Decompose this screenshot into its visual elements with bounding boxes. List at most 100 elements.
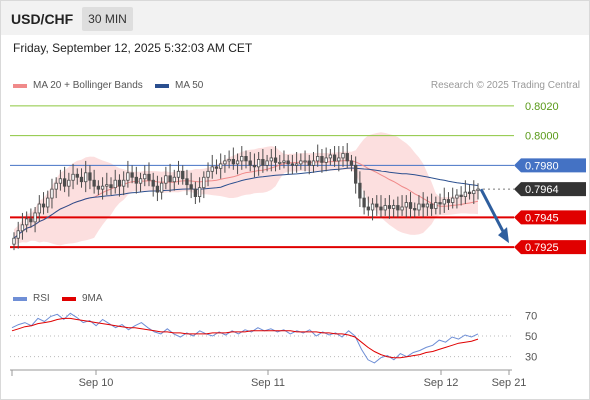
rsi-swatch: [13, 296, 27, 301]
timeframe-button[interactable]: 30 MIN: [82, 7, 133, 31]
rsi-tick-50: 50: [525, 331, 537, 343]
candle-body: [75, 173, 79, 178]
bollinger-band: [14, 132, 478, 248]
candle-body: [164, 175, 168, 184]
candle-body: [16, 230, 20, 239]
candle-body: [332, 154, 337, 162]
candle-body: [25, 218, 29, 226]
candle-body: [96, 185, 101, 190]
candle-body: [143, 173, 147, 180]
candle-body: [404, 202, 408, 208]
candle-body: [303, 160, 307, 163]
candle-body: [421, 203, 425, 208]
candle-body: [185, 178, 189, 186]
forecast-arrow-head: [498, 227, 509, 244]
candle-body: [138, 178, 143, 184]
level-tag-bg: [514, 182, 586, 197]
candle-body: [396, 205, 400, 211]
candle-body: [294, 163, 299, 166]
candle-body: [219, 163, 223, 169]
candle-body: [375, 203, 379, 208]
candle-body: [408, 202, 413, 209]
candle-body: [235, 160, 240, 165]
candle-body: [176, 170, 181, 178]
x-tick-label-Sep-11: Sep 11: [251, 377, 285, 389]
candle-body: [257, 159, 261, 168]
candle-body: [472, 190, 476, 195]
candle-body: [189, 184, 193, 190]
level-tag-0.7925: 0.7925: [514, 240, 586, 255]
candle-body: [151, 179, 155, 187]
level-tag-0.7964: 0.7964: [514, 182, 586, 197]
timestamp: Friday, September 12, 2025 5:32:03 AM CE…: [13, 41, 253, 55]
chart-header: USD/CHF 30 MIN: [1, 1, 589, 35]
level-label-0.8020: 0.8020: [525, 101, 559, 113]
candle-body: [269, 157, 273, 162]
credit-text: Research © 2025 Trading Central: [430, 80, 580, 91]
candle-body: [265, 160, 269, 166]
rsi-tick-30: 30: [525, 352, 537, 364]
candle-body: [223, 160, 227, 165]
candle-body: [324, 157, 328, 163]
candle-body: [168, 175, 172, 183]
candle-body: [155, 185, 160, 193]
x-tick-label-Sep-12: Sep 12: [424, 377, 459, 389]
ma9-swatch: [62, 296, 76, 301]
level-label-0.7964: 0.7964: [525, 184, 559, 196]
candle-body: [227, 159, 231, 162]
ma50-swatch: [155, 83, 169, 88]
level-tag-bg: [514, 210, 586, 225]
legend-ma50-label: MA 50: [175, 80, 204, 91]
candle-body: [438, 202, 442, 205]
candle-body: [240, 156, 244, 162]
candle-body: [105, 184, 109, 187]
legend-ma20-label: MA 20 + Bollinger Bands: [33, 80, 143, 91]
candle-body: [467, 191, 472, 195]
candle-body: [434, 202, 438, 209]
candle-body: [341, 153, 345, 159]
candle-body: [455, 194, 459, 199]
candle-body: [193, 188, 198, 197]
candle-body: [316, 156, 320, 162]
candle-body: [244, 156, 248, 162]
candle-body: [67, 179, 71, 187]
candle-body: [320, 156, 324, 163]
candle-body: [278, 161, 282, 164]
candle-body: [113, 179, 117, 189]
candle-body: [286, 160, 290, 165]
candle-body: [88, 172, 92, 181]
candle-body: [446, 199, 451, 203]
candle-body: [290, 163, 295, 166]
candle-body: [159, 182, 164, 193]
candle-body: [231, 159, 235, 165]
candle-body: [387, 205, 392, 209]
candle-body: [79, 176, 84, 183]
candle-body: [451, 197, 455, 203]
candle-body: [311, 160, 316, 166]
candle-body: [400, 206, 404, 211]
candle-body: [366, 206, 370, 211]
candle-body: [62, 178, 67, 187]
candle-body: [50, 188, 54, 199]
candle-body: [429, 203, 434, 209]
level-tag-0.7945: 0.7945: [514, 210, 586, 225]
candle-body: [358, 182, 362, 199]
candle-body: [459, 194, 463, 197]
level-tag-bg: [514, 240, 586, 255]
candle-body: [109, 184, 113, 189]
candle-body: [117, 179, 122, 187]
candle-body: [41, 203, 46, 208]
candle-body: [391, 205, 396, 209]
candle-body: [261, 159, 265, 166]
candle-body: [33, 212, 37, 223]
candle-body: [248, 160, 252, 166]
candle-body: [20, 224, 25, 232]
candle-body: [354, 164, 358, 184]
candle-body: [370, 203, 375, 211]
candle-body: [206, 170, 210, 178]
candle-body: [299, 160, 303, 165]
legend-9ma-label: 9MA: [82, 293, 103, 304]
candle-body: [126, 172, 130, 181]
x-tick-label-Sep-21: Sep 21: [492, 377, 527, 389]
